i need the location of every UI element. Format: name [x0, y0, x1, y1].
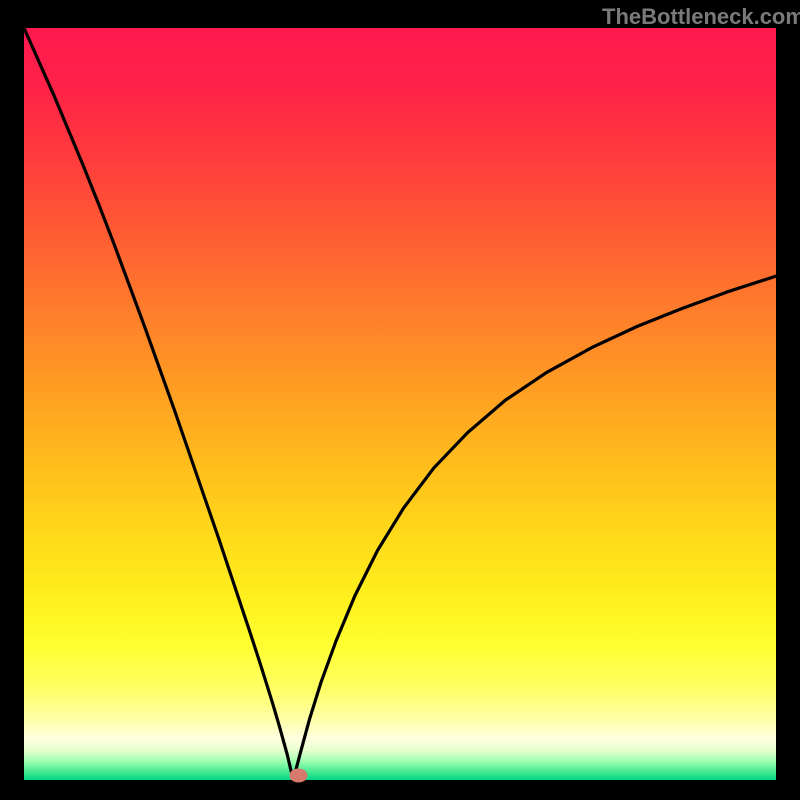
watermark-text: TheBottleneck.com [602, 4, 800, 30]
chart-canvas [0, 0, 800, 800]
plot-background [24, 28, 776, 780]
minimum-marker [289, 768, 307, 782]
